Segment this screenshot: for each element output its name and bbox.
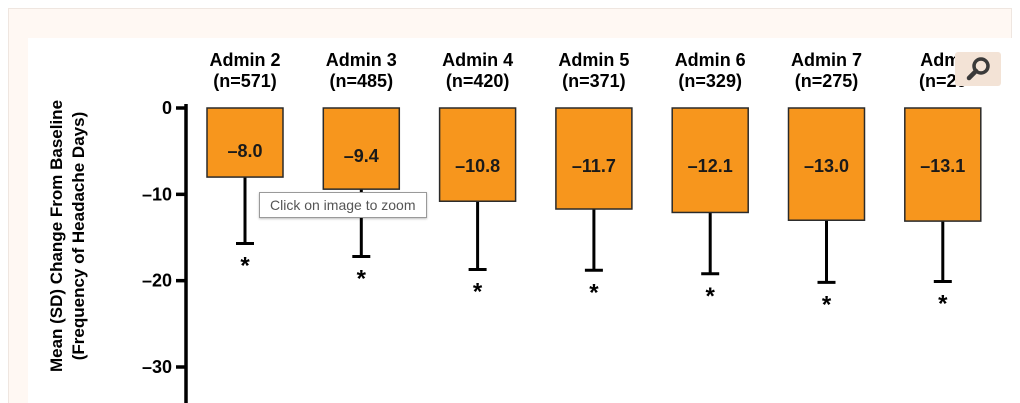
category-n-label: (n=371): [562, 71, 626, 91]
category-n-label: (n=20: [919, 71, 967, 91]
category-n-label: (n=275): [795, 71, 859, 91]
y-axis-label-line-1: Mean (SD) Change From Baseline: [47, 100, 66, 372]
category-label: Admin 2: [209, 50, 280, 70]
bar: [555, 107, 633, 210]
category-label: Admi: [920, 50, 965, 70]
significance-marker: *: [706, 283, 716, 310]
bar-value-label: –9.4: [344, 146, 379, 166]
bar-value-label: –12.1: [688, 156, 733, 176]
y-tick-label: –10: [142, 184, 172, 204]
category-label: Admin 4: [442, 50, 513, 70]
category-n-label: (n=485): [330, 71, 394, 91]
bar-value-label: –13.0: [804, 156, 849, 176]
zoom-button[interactable]: [955, 52, 1001, 86]
significance-marker: *: [938, 291, 948, 318]
bar-value-label: –11.7: [572, 156, 616, 176]
bar: [206, 107, 284, 178]
y-tick-label: 0: [162, 98, 172, 118]
bar: [322, 107, 401, 190]
category-n-label: (n=420): [446, 71, 510, 91]
category-label: Admin 5: [558, 50, 629, 70]
bar: [671, 107, 749, 214]
category-label: Admin 3: [326, 50, 397, 70]
category-label: Admin 6: [675, 50, 746, 70]
bar-value-label: –10.8: [455, 156, 500, 176]
bar-value-label: –13.1: [920, 156, 965, 176]
bar: [438, 107, 517, 202]
category-n-label: (n=329): [678, 71, 742, 91]
y-tick-label: –30: [142, 357, 172, 377]
y-tick-label: –20: [142, 271, 172, 291]
y-axis-label-line-2: (Frequency of Headache Days): [69, 112, 88, 360]
category-label: Admin 7: [791, 50, 862, 70]
significance-marker: *: [240, 253, 250, 280]
bar: [904, 107, 982, 222]
significance-marker: *: [473, 278, 483, 305]
bar-value-label: –8.0: [227, 141, 262, 161]
significance-marker: *: [822, 291, 832, 318]
magnifier-icon: [966, 57, 990, 81]
zoom-tooltip: Click on image to zoom: [259, 192, 427, 218]
bar: [787, 107, 866, 221]
category-n-label: (n=571): [213, 71, 277, 91]
significance-marker: *: [589, 279, 599, 306]
significance-marker: *: [357, 265, 367, 292]
